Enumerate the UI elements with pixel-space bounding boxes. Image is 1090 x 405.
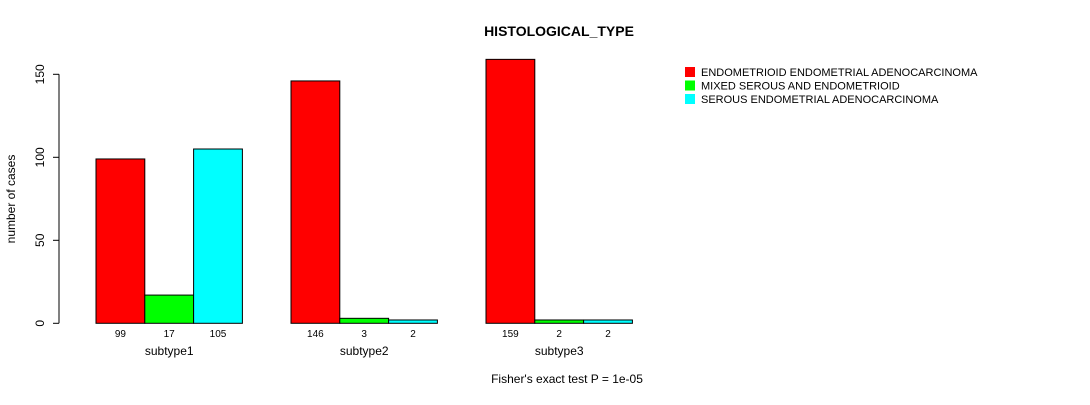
legend-entry: MIXED SEROUS AND ENDOMETRIOID [701,81,900,93]
x-category-label: subtype1 [145,344,194,358]
y-tick-label: 100 [33,147,47,167]
bar-value-label: 2 [410,329,416,340]
legend-swatch [685,80,695,91]
bar [388,319,438,324]
x-category-label: subtype2 [340,344,389,358]
footnote: Fisher's exact test P = 1e-05 [491,372,643,386]
bar [339,317,390,324]
legend-swatch [685,94,695,104]
bar-value-label: 2 [605,329,611,340]
bar [534,319,585,324]
bar [485,58,536,324]
bar [144,294,195,324]
bar-value-label: 159 [502,329,519,340]
y-tick-label: 50 [33,233,47,247]
bar [583,319,633,324]
bar-value-label: 3 [361,329,367,340]
bar [193,148,243,324]
bar-value-label: 105 [210,329,227,340]
bars: 99 17 105 subtype1 146 3 2 subtype2 159 2 2 subtype… [95,58,633,358]
chart-title: HISTOLOGICAL_TYPE [484,23,634,39]
bar-value-label: 99 [115,329,127,340]
bar [290,80,341,324]
y-tick-label: 0 [33,320,47,327]
bar-value-label: 2 [556,329,562,340]
legend-swatch [685,67,695,77]
bar [95,158,146,324]
y-axis-label: number of cases [4,155,18,244]
y-tick-label: 150 [33,64,47,84]
bar-value-label: 17 [164,329,176,340]
x-category-label: subtype3 [535,344,584,358]
legend-entry: ENDOMETRIOID ENDOMETRIAL ADENOCARCINOMA [701,67,978,79]
legend: ENDOMETRIOID ENDOMETRIAL ADENOCARCINOMA M… [685,67,978,106]
legend-entry: SEROUS ENDOMETRIAL ADENOCARCINOMA [701,94,939,106]
bar-value-label: 146 [307,329,324,340]
y-axis: 0 50 100 150 [33,64,60,327]
